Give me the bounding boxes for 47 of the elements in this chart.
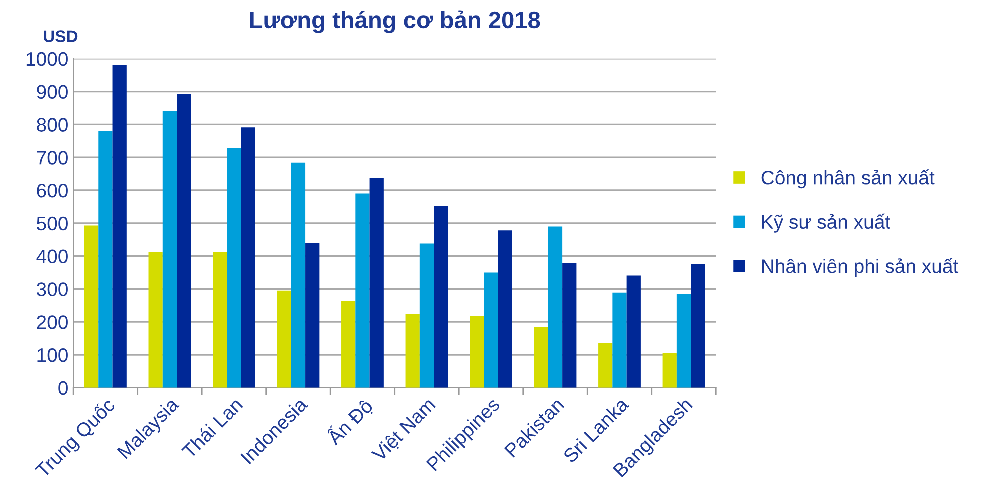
bar [277,290,292,388]
y-tick-label: 300 [37,282,68,296]
bar [534,327,548,388]
bar [562,264,577,388]
bar [342,301,356,388]
legend-label: Nhân viên phi sản xuất [762,258,959,278]
bar [612,292,627,388]
bar [227,148,242,388]
y-tick-label: 700 [37,151,68,165]
bar [213,252,228,388]
bar [662,353,677,388]
bar [370,178,384,388]
y-axis-title: USD [44,30,78,42]
y-tick-label: 100 [38,348,68,362]
bar [306,243,320,388]
bar [177,94,192,388]
bar [148,252,163,388]
bar [691,264,706,388]
y-tick-label: 400 [36,250,68,264]
bar [420,244,434,388]
x-tick-label: Ấn Độ [324,396,376,448]
chart-title: Lương tháng cơ bản 2018 [250,10,540,34]
bar [626,276,641,388]
y-tick-label: 800 [37,118,68,132]
bar [548,226,563,388]
bar [98,130,113,388]
legend-label: Công nhân sản xuất [762,170,935,189]
legend-label: Kỹ sư sản xuất [762,214,890,233]
bar [470,316,484,388]
bar [406,314,420,388]
bar [356,194,370,388]
bar [241,128,256,388]
y-tick-label: 900 [37,85,68,100]
bar [676,294,692,388]
bar [162,111,178,388]
bar [484,272,498,388]
y-tick-label: 200 [37,316,68,330]
bar [291,162,306,388]
y-tick-label: 0 [58,381,68,396]
bar [434,206,448,388]
y-tick-label: 600 [37,184,68,198]
bar [112,66,127,388]
bar [598,343,613,388]
y-tick-label: 500 [37,216,68,231]
bar [84,226,99,388]
bar [498,230,512,388]
y-tick-label: 1000 [26,52,68,66]
